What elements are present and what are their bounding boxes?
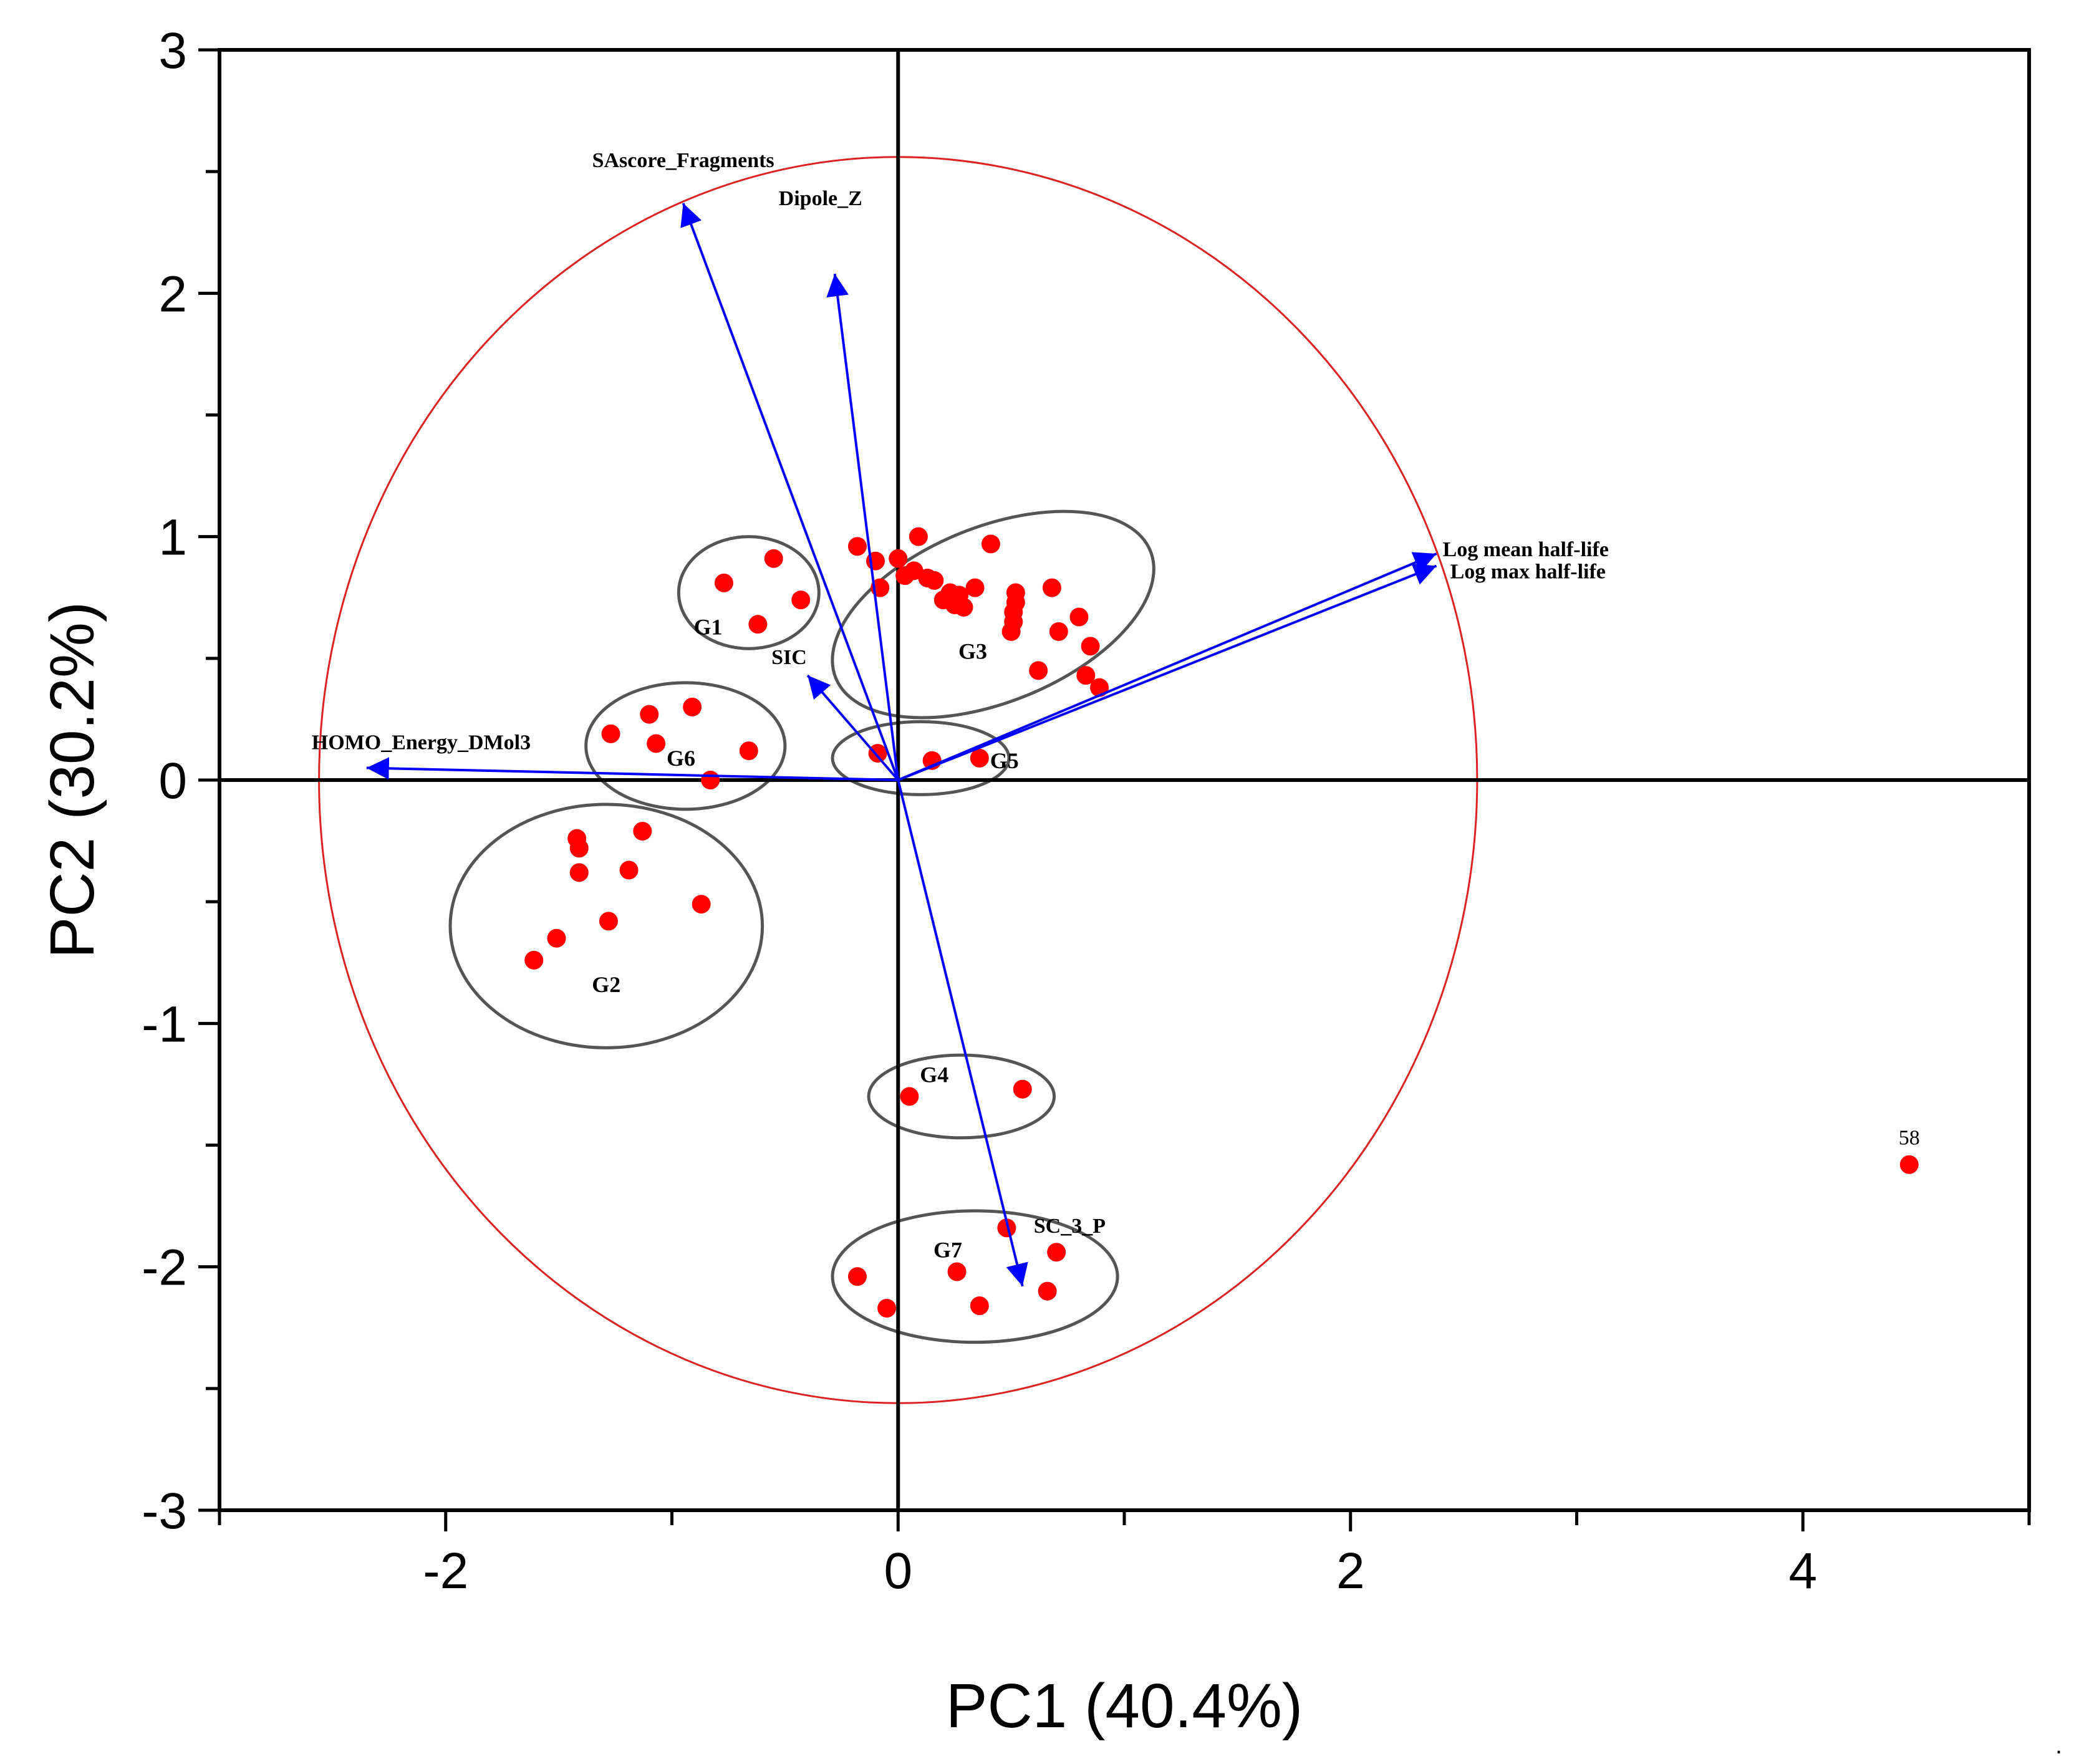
score-point (764, 549, 783, 568)
y-tick-label: -1 (142, 996, 187, 1053)
score-points-layer (524, 527, 1919, 1318)
score-point (981, 534, 1000, 554)
score-point (847, 537, 867, 556)
labels-layer: G1 G2 G3 G4 G5 G6 G7 58 SAscore_FragmentsDipole_… (312, 149, 1920, 1263)
score-point (868, 744, 887, 763)
loading-vector (897, 779, 1028, 1287)
y-tick-label: 2 (158, 266, 187, 322)
score-point (847, 1267, 867, 1286)
score-point (997, 1218, 1016, 1238)
loading-vectors-layer (366, 203, 1437, 1287)
axes-layer: -2 0 2 4 -3 -2 -1 0 1 2 3 (142, 22, 2031, 1599)
y-tick-label: -2 (142, 1240, 187, 1296)
score-point (524, 950, 544, 970)
score-point (748, 615, 768, 634)
loading-label: SC_3_P (1034, 1215, 1106, 1238)
score-point (569, 863, 589, 882)
group-label-g3: G3 (958, 639, 987, 663)
score-point (701, 771, 720, 789)
score-point (1029, 661, 1048, 680)
trailing-mark: . (2055, 1732, 2062, 1759)
loading-label: HOMO_Energy_DMol3 (312, 731, 531, 754)
loading-label: Dipole_Z (779, 187, 862, 210)
loading-vector (826, 273, 900, 781)
score-point (739, 741, 758, 761)
score-point (692, 895, 711, 914)
score-point (633, 821, 652, 841)
loading-label: SAscore_Fragments (592, 149, 774, 172)
y-axis-title: PC2 (30.2%) (37, 602, 107, 958)
score-point (599, 912, 618, 931)
score-point (569, 839, 589, 858)
score-point (619, 860, 639, 880)
score-point (1038, 1281, 1057, 1301)
score-point (1049, 622, 1068, 641)
score-point (1001, 622, 1021, 641)
score-point (601, 724, 620, 743)
group-ellipse-g7 (831, 1209, 1119, 1344)
loading-vector (806, 674, 899, 781)
loading-vector (897, 564, 1437, 781)
x-tick-label: 2 (1336, 1543, 1365, 1599)
loading-vector (680, 203, 900, 781)
score-point (900, 1087, 919, 1106)
group-label-g7: G7 (933, 1238, 962, 1263)
group-ellipse-g4 (867, 1053, 1056, 1140)
score-point (889, 549, 908, 568)
score-point (1013, 1079, 1032, 1099)
group-label-g2: G2 (592, 972, 620, 997)
group-ellipses-layer (448, 509, 1155, 1344)
group-label-g4: G4 (920, 1062, 948, 1087)
score-point (1076, 666, 1096, 685)
group-ellipse-g6 (584, 681, 787, 811)
score-point (970, 748, 989, 768)
x-tick-label: -2 (423, 1543, 468, 1599)
loading-label: SIC (771, 646, 807, 669)
loading-vector (897, 552, 1437, 781)
y-tick-label: 0 (158, 753, 187, 809)
group-label-g1: G1 (694, 614, 723, 639)
score-point (1069, 607, 1089, 627)
score-point (947, 1262, 967, 1281)
group-label-g5: G5 (990, 748, 1019, 773)
point-label: 58 (1899, 1127, 1920, 1150)
x-tick-label: 0 (884, 1543, 912, 1599)
score-point (1042, 578, 1061, 597)
score-point (714, 573, 733, 592)
score-point (877, 1299, 897, 1318)
score-point (954, 597, 973, 617)
loading-vector (366, 757, 899, 781)
score-point (1081, 637, 1100, 656)
group-ellipse-g3 (831, 509, 1155, 720)
score-point (970, 1296, 989, 1316)
score-point (909, 527, 928, 546)
loading-label: Log max half-life (1450, 561, 1606, 584)
x-axis-title: PC1 (40.4%) (946, 1671, 1303, 1741)
group-ellipse-g1 (677, 535, 821, 650)
group-ellipse-g5 (831, 720, 1011, 796)
y-tick-label: 3 (158, 22, 187, 79)
loading-label: Log mean half-life (1443, 538, 1609, 561)
group-ellipse-g2 (448, 802, 764, 1049)
score-point (647, 734, 666, 753)
score-point (547, 928, 566, 948)
y-tick-label: 1 (158, 509, 187, 566)
score-point (791, 590, 811, 610)
score-point (683, 697, 702, 716)
score-point (965, 578, 985, 597)
score-point (925, 571, 944, 590)
score-point (1899, 1155, 1919, 1174)
x-tick-label: 4 (1788, 1543, 1817, 1599)
score-point (640, 705, 659, 724)
group-label-g6: G6 (667, 746, 695, 771)
y-tick-label: -3 (142, 1483, 187, 1540)
score-point (1047, 1243, 1066, 1262)
